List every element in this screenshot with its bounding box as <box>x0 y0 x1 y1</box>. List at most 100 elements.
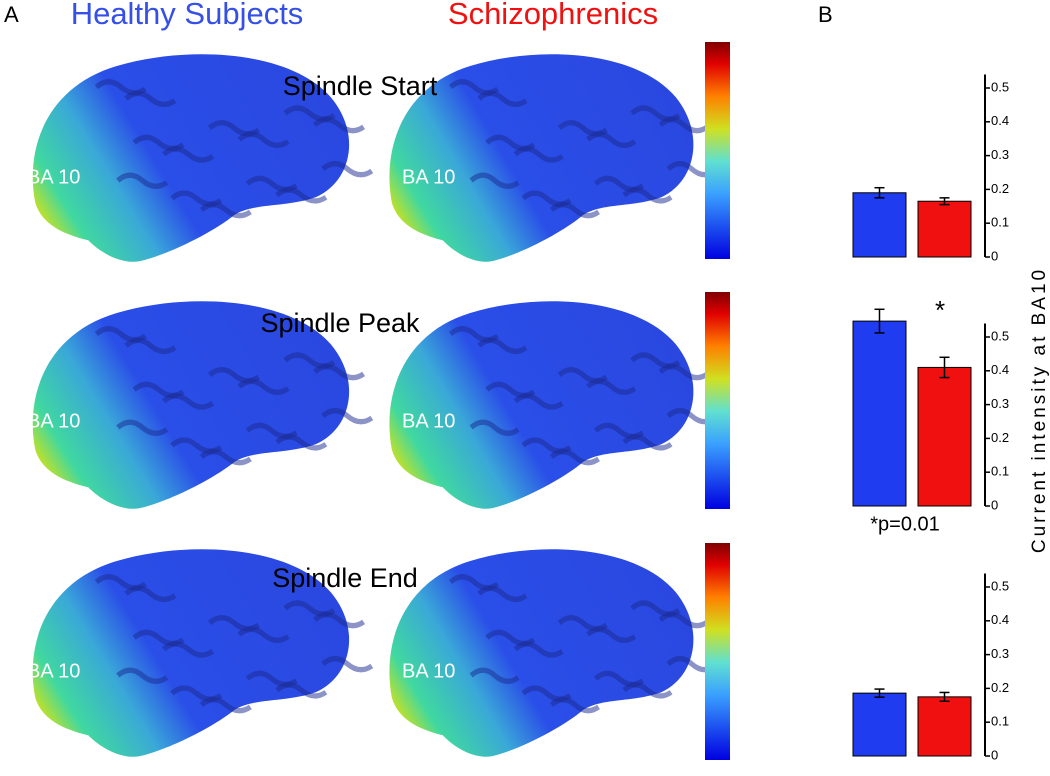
sulcus <box>116 667 169 684</box>
sulcus <box>275 682 328 699</box>
sulcus <box>586 131 637 148</box>
error-bar <box>939 356 950 379</box>
y-tick-label: 0.2 <box>991 680 1009 695</box>
sulcus <box>622 682 673 699</box>
y-tick-label: 0.5 <box>991 79 1009 94</box>
y-tick-label: 0.3 <box>991 147 1009 162</box>
region-label: BA 10 <box>402 166 455 188</box>
sulcus <box>549 201 600 219</box>
sulcus <box>199 448 252 466</box>
sulcus <box>321 161 374 178</box>
error-bar <box>939 197 950 206</box>
y-tick-label: 0.4 <box>991 362 1009 377</box>
error-bar <box>939 691 950 702</box>
y-tick-label: 0.1 <box>991 714 1009 729</box>
sulcus <box>162 641 215 658</box>
y-tick-label: 0 <box>991 248 998 263</box>
y-tick-label: 0.4 <box>991 612 1009 627</box>
brain <box>32 549 374 757</box>
sulcus <box>477 337 528 354</box>
brain <box>389 54 717 262</box>
y-tick-label: 0.2 <box>991 430 1009 445</box>
sulcus <box>237 378 290 395</box>
y-tick-label: 0 <box>991 497 998 512</box>
brain <box>389 549 717 757</box>
y-tick-label: 0.3 <box>991 646 1009 661</box>
panel-label: A <box>4 2 19 27</box>
sulcus <box>477 90 528 107</box>
brain <box>389 301 717 509</box>
sulcus <box>199 696 252 714</box>
sulcus <box>321 408 374 425</box>
colorbar <box>705 543 730 760</box>
region-label: BA 10 <box>27 166 80 188</box>
y-tick-label: 0.3 <box>991 396 1009 411</box>
colorbar <box>705 42 730 259</box>
sulcus <box>549 696 600 714</box>
sulcus <box>124 585 177 602</box>
sulcus <box>549 448 600 466</box>
sulcus <box>237 626 290 643</box>
sulcus <box>469 667 520 684</box>
sulcus <box>116 419 169 436</box>
row-title: Spindle Peak <box>260 308 420 338</box>
sulcus <box>162 393 215 410</box>
error-bar <box>874 308 885 334</box>
panel-label: B <box>818 2 833 27</box>
sulcus <box>469 172 520 189</box>
sulcus <box>513 641 564 658</box>
y-tick-label: 0.1 <box>991 215 1009 230</box>
row-title: Spindle End <box>272 563 418 593</box>
sulcus <box>658 611 709 629</box>
sulcus <box>622 434 673 451</box>
y-tick-label: 0.1 <box>991 464 1009 479</box>
sulcus <box>237 131 290 148</box>
sulcus <box>116 172 169 189</box>
sulcus <box>162 146 215 163</box>
sulcus <box>313 611 366 629</box>
sulcus <box>469 419 520 436</box>
sulcus <box>477 585 528 602</box>
bar <box>917 200 972 258</box>
row-title: Spindle Start <box>283 71 438 101</box>
sulcus <box>658 116 709 134</box>
brain <box>32 301 374 509</box>
sulcus <box>513 393 564 410</box>
error-bar <box>874 688 885 698</box>
region-label: BA 10 <box>27 410 80 432</box>
region-label: BA 10 <box>27 660 80 682</box>
sulcus <box>658 363 709 381</box>
y-axis-label: Current intensity at BA10 <box>1029 267 1050 553</box>
bar <box>852 320 907 507</box>
bar <box>852 192 907 258</box>
column-header: Healthy Subjects <box>71 0 304 31</box>
colorbar <box>705 292 730 509</box>
y-tick-label: 0 <box>991 747 998 762</box>
sulcus <box>513 146 564 163</box>
sulcus <box>586 626 637 643</box>
bar <box>917 366 972 507</box>
y-tick-label: 0.2 <box>991 181 1009 196</box>
error-bar <box>874 186 885 199</box>
bar <box>917 696 972 757</box>
y-tick-label: 0.5 <box>991 578 1009 593</box>
annotation: *p=0.01 <box>870 513 940 535</box>
y-tick-label: 0.5 <box>991 328 1009 343</box>
sulcus <box>124 90 177 107</box>
sulcus <box>622 187 673 204</box>
sulcus <box>313 116 366 134</box>
sulcus <box>275 434 328 451</box>
bar <box>852 692 907 757</box>
region-label: BA 10 <box>402 660 455 682</box>
column-header: Schizophrenics <box>448 0 658 31</box>
sulcus <box>199 201 252 219</box>
sulcus <box>313 363 366 381</box>
annotation: * <box>935 295 945 325</box>
sulcus <box>586 378 637 395</box>
region-label: BA 10 <box>402 410 455 432</box>
sulcus <box>321 656 374 673</box>
brain <box>32 54 374 262</box>
sulcus <box>275 187 328 204</box>
